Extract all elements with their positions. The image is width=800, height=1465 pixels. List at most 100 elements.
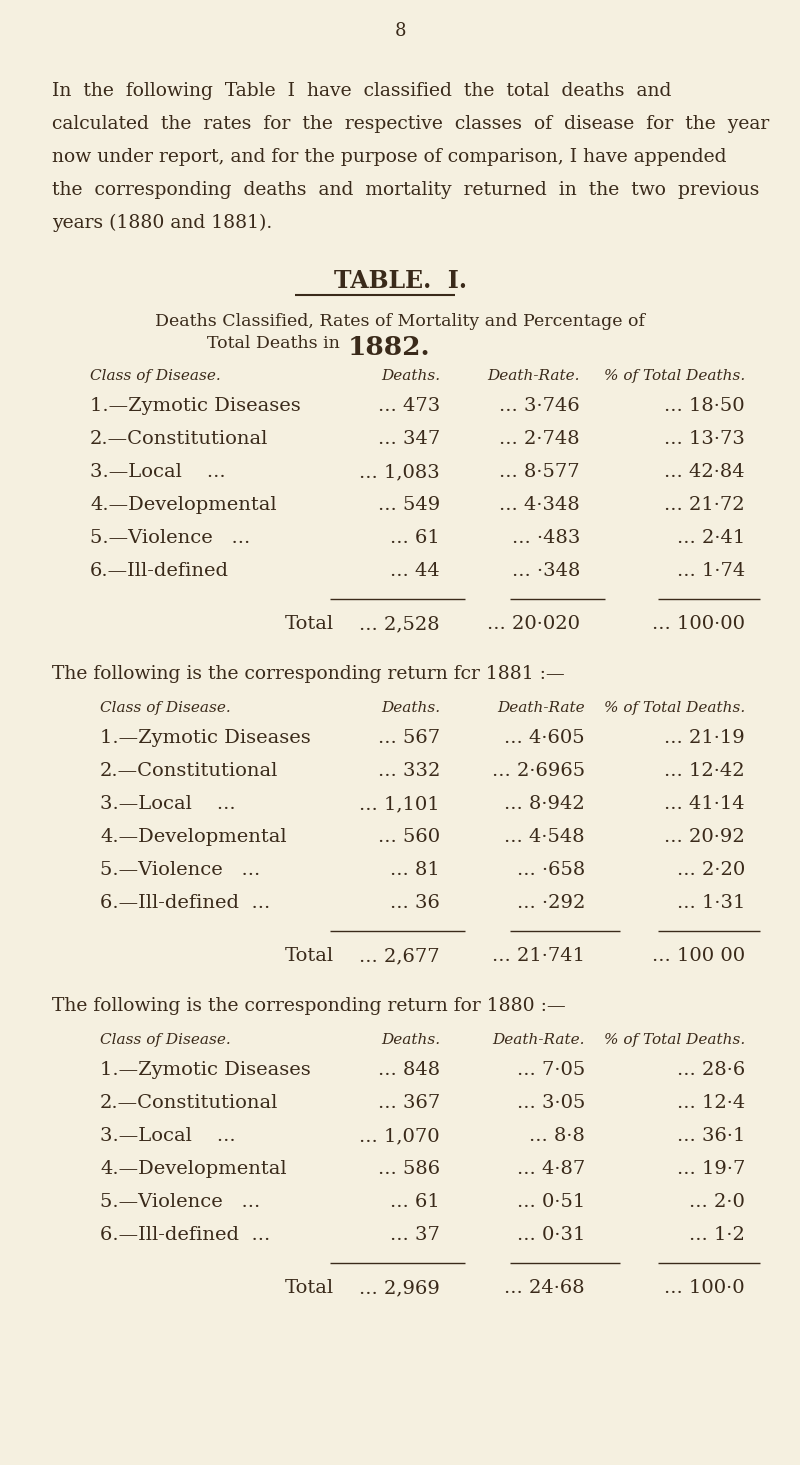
Text: ... 4·87: ... 4·87 (517, 1160, 585, 1178)
Text: % of Total Deaths.: % of Total Deaths. (604, 1033, 745, 1047)
Text: ... 12·4: ... 12·4 (677, 1094, 745, 1112)
Text: 6.—Ill-defined: 6.—Ill-defined (90, 563, 229, 580)
Text: ... ·292: ... ·292 (517, 894, 585, 913)
Text: Total: Total (285, 1279, 334, 1297)
Text: ... 100·0: ... 100·0 (664, 1279, 745, 1297)
Text: Deaths.: Deaths. (381, 700, 440, 715)
Text: ... 1,101: ... 1,101 (359, 795, 440, 813)
Text: 3.—Local    ...: 3.—Local ... (100, 1127, 236, 1146)
Text: ... 2·748: ... 2·748 (499, 431, 580, 448)
Text: ... 3·05: ... 3·05 (517, 1094, 585, 1112)
Text: 1882.: 1882. (348, 335, 430, 360)
Text: ... 12·42: ... 12·42 (664, 762, 745, 779)
Text: ... 0·51: ... 0·51 (517, 1193, 585, 1212)
Text: ... 4·605: ... 4·605 (504, 730, 585, 747)
Text: Deaths.: Deaths. (381, 369, 440, 382)
Text: Death-Rate.: Death-Rate. (487, 369, 580, 382)
Text: ... 100 00: ... 100 00 (652, 946, 745, 965)
Text: The following is the corresponding return fcr 1881 :—: The following is the corresponding retur… (52, 665, 565, 683)
Text: ... 18·50: ... 18·50 (664, 397, 745, 415)
Text: ... 41·14: ... 41·14 (664, 795, 745, 813)
Text: Class of Disease.: Class of Disease. (90, 369, 221, 382)
Text: ... 21·741: ... 21·741 (492, 946, 585, 965)
Text: ... 332: ... 332 (378, 762, 440, 779)
Text: ... 44: ... 44 (390, 563, 440, 580)
Text: 1.—Zymotic Diseases: 1.—Zymotic Diseases (100, 730, 310, 747)
Text: 5.—Violence   ...: 5.—Violence ... (100, 861, 260, 879)
Text: TABLE.  I.: TABLE. I. (334, 270, 466, 293)
Text: ... 20·92: ... 20·92 (664, 828, 745, 845)
Text: ... 21·72: ... 21·72 (664, 497, 745, 514)
Text: ... 347: ... 347 (378, 431, 440, 448)
Text: ... 8·942: ... 8·942 (504, 795, 585, 813)
Text: ... 2,528: ... 2,528 (359, 615, 440, 633)
Text: ... 1·31: ... 1·31 (677, 894, 745, 913)
Text: ... 1,083: ... 1,083 (359, 463, 440, 481)
Text: 1.—Zymotic Diseases: 1.—Zymotic Diseases (90, 397, 301, 415)
Text: 2.—Constitutional: 2.—Constitutional (90, 431, 268, 448)
Text: ... 586: ... 586 (378, 1160, 440, 1178)
Text: calculated  the  rates  for  the  respective  classes  of  disease  for  the  ye: calculated the rates for the respective … (52, 114, 770, 133)
Text: Deaths.: Deaths. (381, 1033, 440, 1047)
Text: The following is the corresponding return for 1880 :—: The following is the corresponding retur… (52, 998, 566, 1015)
Text: ... 473: ... 473 (378, 397, 440, 415)
Text: ... 100·00: ... 100·00 (652, 615, 745, 633)
Text: 6.—Ill-defined  ...: 6.—Ill-defined ... (100, 1226, 270, 1244)
Text: Total Deaths in: Total Deaths in (206, 335, 345, 352)
Text: ... 2·20: ... 2·20 (677, 861, 745, 879)
Text: Death-Rate: Death-Rate (498, 700, 585, 715)
Text: Death-Rate.: Death-Rate. (493, 1033, 585, 1047)
Text: ... 1,070: ... 1,070 (359, 1127, 440, 1146)
Text: ... 0·31: ... 0·31 (517, 1226, 585, 1244)
Text: years (1880 and 1881).: years (1880 and 1881). (52, 214, 272, 233)
Text: ... 20·020: ... 20·020 (487, 615, 580, 633)
Text: ... 81: ... 81 (390, 861, 440, 879)
Text: ... 3·746: ... 3·746 (499, 397, 580, 415)
Text: ... 2·41: ... 2·41 (677, 529, 745, 546)
Text: 2.—Constitutional: 2.—Constitutional (100, 762, 278, 779)
Text: ... 1·2: ... 1·2 (689, 1226, 745, 1244)
Text: % of Total Deaths.: % of Total Deaths. (604, 700, 745, 715)
Text: ... ·483: ... ·483 (512, 529, 580, 546)
Text: ... 367: ... 367 (378, 1094, 440, 1112)
Text: ... 61: ... 61 (390, 1193, 440, 1212)
Text: ... ·348: ... ·348 (512, 563, 580, 580)
Text: the  corresponding  deaths  and  mortality  returned  in  the  two  previous: the corresponding deaths and mortality r… (52, 182, 759, 199)
Text: 3.—Local    ...: 3.—Local ... (90, 463, 226, 481)
Text: In  the  following  Table  I  have  classified  the  total  deaths  and: In the following Table I have classified… (52, 82, 671, 100)
Text: ... 2,969: ... 2,969 (359, 1279, 440, 1297)
Text: % of Total Deaths.: % of Total Deaths. (604, 369, 745, 382)
Text: Total: Total (285, 615, 334, 633)
Text: 3.—Local    ...: 3.—Local ... (100, 795, 236, 813)
Text: ... 24·68: ... 24·68 (504, 1279, 585, 1297)
Text: ... 36·1: ... 36·1 (677, 1127, 745, 1146)
Text: 6.—Ill-defined  ...: 6.—Ill-defined ... (100, 894, 270, 913)
Text: ... 8·8: ... 8·8 (529, 1127, 585, 1146)
Text: ... 8·577: ... 8·577 (499, 463, 580, 481)
Text: ... 19·7: ... 19·7 (677, 1160, 745, 1178)
Text: 4.—Developmental: 4.—Developmental (90, 497, 277, 514)
Text: ... 2,677: ... 2,677 (359, 946, 440, 965)
Text: Class of Disease.: Class of Disease. (100, 1033, 230, 1047)
Text: ... 4·348: ... 4·348 (499, 497, 580, 514)
Text: Class of Disease.: Class of Disease. (100, 700, 230, 715)
Text: now under report, and for the purpose of comparison, I have appended: now under report, and for the purpose of… (52, 148, 726, 166)
Text: 1.—Zymotic Diseases: 1.—Zymotic Diseases (100, 1061, 310, 1080)
Text: ... 567: ... 567 (378, 730, 440, 747)
Text: ... 37: ... 37 (390, 1226, 440, 1244)
Text: ... 36: ... 36 (390, 894, 440, 913)
Text: ... ·658: ... ·658 (517, 861, 585, 879)
Text: ... 549: ... 549 (378, 497, 440, 514)
Text: 4.—Developmental: 4.—Developmental (100, 1160, 286, 1178)
Text: 8: 8 (394, 22, 406, 40)
Text: ... 13·73: ... 13·73 (664, 431, 745, 448)
Text: Total: Total (285, 946, 334, 965)
Text: ... 2·6965: ... 2·6965 (492, 762, 585, 779)
Text: ... 61: ... 61 (390, 529, 440, 546)
Text: ... 4·548: ... 4·548 (504, 828, 585, 845)
Text: ... 848: ... 848 (378, 1061, 440, 1080)
Text: ... 42·84: ... 42·84 (664, 463, 745, 481)
Text: ... 2·0: ... 2·0 (689, 1193, 745, 1212)
Text: 5.—Violence   ...: 5.—Violence ... (90, 529, 250, 546)
Text: ... 28·6: ... 28·6 (677, 1061, 745, 1080)
